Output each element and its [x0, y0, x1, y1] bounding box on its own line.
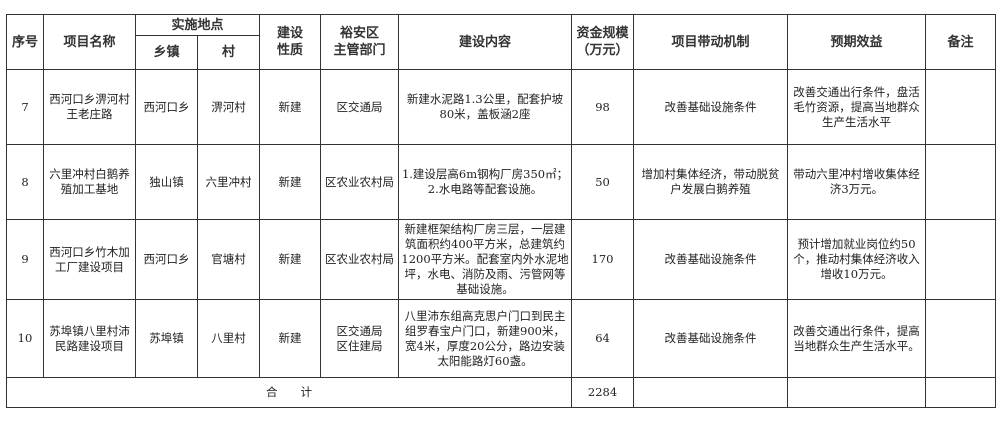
cell-name: 西河口乡淠河村王老庄路	[43, 69, 136, 145]
cell-benefit: 带动六里冲村增收集体经济3万元。	[787, 144, 927, 220]
cell-remark	[925, 299, 997, 378]
cell-town: 苏埠镇	[135, 299, 198, 378]
cell-department: 区农业农村局	[320, 219, 400, 300]
cell-name: 六里冲村白鹅养殖加工基地	[43, 144, 136, 220]
cell-nature: 新建	[259, 144, 322, 220]
cell-content: 八里沛东组高克思户门口到民主组罗春宝户门口，新建900米，宽4米，厚度20公分，…	[398, 299, 573, 378]
cell-village: 官塘村	[196, 219, 261, 300]
total-remark	[925, 377, 997, 408]
cell-content: 新建框架结构厂房三层，一层建筑面积约400平方米，总建筑约1200平方米。配套室…	[398, 219, 573, 300]
cell-village: 淠河村	[196, 69, 261, 145]
cell-town: 西河口乡	[135, 69, 198, 145]
total-funding: 2284	[571, 377, 635, 408]
cell-nature: 新建	[259, 69, 322, 145]
cell-mechanism: 改善基础设施条件	[633, 219, 789, 300]
cell-remark	[925, 144, 997, 220]
header-remark: 备注	[925, 14, 997, 70]
cell-village: 八里村	[196, 299, 261, 378]
cell-village: 六里冲村	[196, 144, 261, 220]
cell-mechanism: 改善基础设施条件	[633, 299, 789, 378]
table-row: 7 西河口乡淠河村王老庄路 西河口乡 淠河村 新建 区交通局 新建水泥路1.3公里，配套护坡…	[6, 69, 997, 145]
cell-content: 1.建设层高6m钢构厂房350㎡； 2.水电路等配套设施。	[398, 144, 573, 220]
cell-benefit: 预计增加就业岗位约50个，推动村集体经济收入增收10万元。	[787, 219, 927, 300]
cell-funding: 50	[571, 144, 635, 220]
header-mechanism: 项目带动机制	[633, 14, 789, 70]
header-department: 裕安区 主管部门	[320, 14, 400, 70]
cell-mechanism: 增加村集体经济，带动脱贫户发展白鹅养殖	[633, 144, 789, 220]
cell-nature: 新建	[259, 219, 322, 300]
cell-remark	[925, 219, 997, 300]
header-content: 建设内容	[398, 14, 573, 70]
header-name: 项目名称	[43, 14, 136, 70]
table-row: 9 西河口乡竹木加工厂建设项目 西河口乡 官塘村 新建 区农业农村局 新建框架结构厂房三层，…	[6, 219, 997, 300]
header-nature: 建设 性质	[259, 14, 322, 70]
cell-seq: 10	[6, 299, 44, 378]
cell-remark	[925, 69, 997, 145]
cell-seq: 8	[6, 144, 44, 220]
cell-department: 区农业农村局	[320, 144, 400, 220]
project-table: 序号 项目名称 实施地点 建设 性质 裕安区 主管部门 建设内容 资金规模 （万…	[5, 14, 997, 408]
cell-seq: 7	[6, 69, 44, 145]
cell-mechanism: 改善基础设施条件	[633, 69, 789, 145]
total-mechanism	[633, 377, 789, 408]
total-row: 合 计 2284	[5, 377, 997, 408]
cell-department: 区交通局	[320, 69, 400, 145]
header-village: 村	[196, 35, 261, 70]
header-location: 实施地点	[134, 14, 261, 36]
cell-department: 区交通局 区住建局	[320, 299, 400, 378]
header-town: 乡镇	[135, 35, 198, 70]
cell-benefit: 改善交通出行条件，盘活毛竹资源，提高当地群众生产生活水平	[787, 69, 927, 145]
table-row: 10 苏埠镇八里村沛民路建设项目 苏埠镇 八里村 新建 区交通局 区住建局 八里沛东组高克思…	[6, 299, 997, 378]
cell-name: 苏埠镇八里村沛民路建设项目	[43, 299, 136, 378]
header-funding: 资金规模 （万元）	[571, 14, 635, 70]
cell-nature: 新建	[259, 299, 322, 378]
total-label: 合 计	[5, 377, 573, 408]
cell-name: 西河口乡竹木加工厂建设项目	[43, 219, 136, 300]
cell-funding: 98	[571, 69, 635, 145]
header-benefit: 预期效益	[787, 14, 927, 70]
cell-town: 西河口乡	[135, 219, 198, 300]
cell-content: 新建水泥路1.3公里，配套护坡80米，盖板涵2座	[398, 69, 573, 145]
cell-town: 独山镇	[135, 144, 198, 220]
cell-seq: 9	[6, 219, 44, 300]
cell-benefit: 改善交通出行条件，提高当地群众生产生活水平。	[787, 299, 927, 378]
total-benefit	[787, 377, 927, 408]
header-seq: 序号	[6, 14, 44, 70]
table-row: 8 六里冲村白鹅养殖加工基地 独山镇 六里冲村 新建 区农业农村局 1.建设层高6m钢构厂房…	[6, 144, 997, 220]
cell-funding: 170	[571, 219, 635, 300]
cell-funding: 64	[571, 299, 635, 378]
